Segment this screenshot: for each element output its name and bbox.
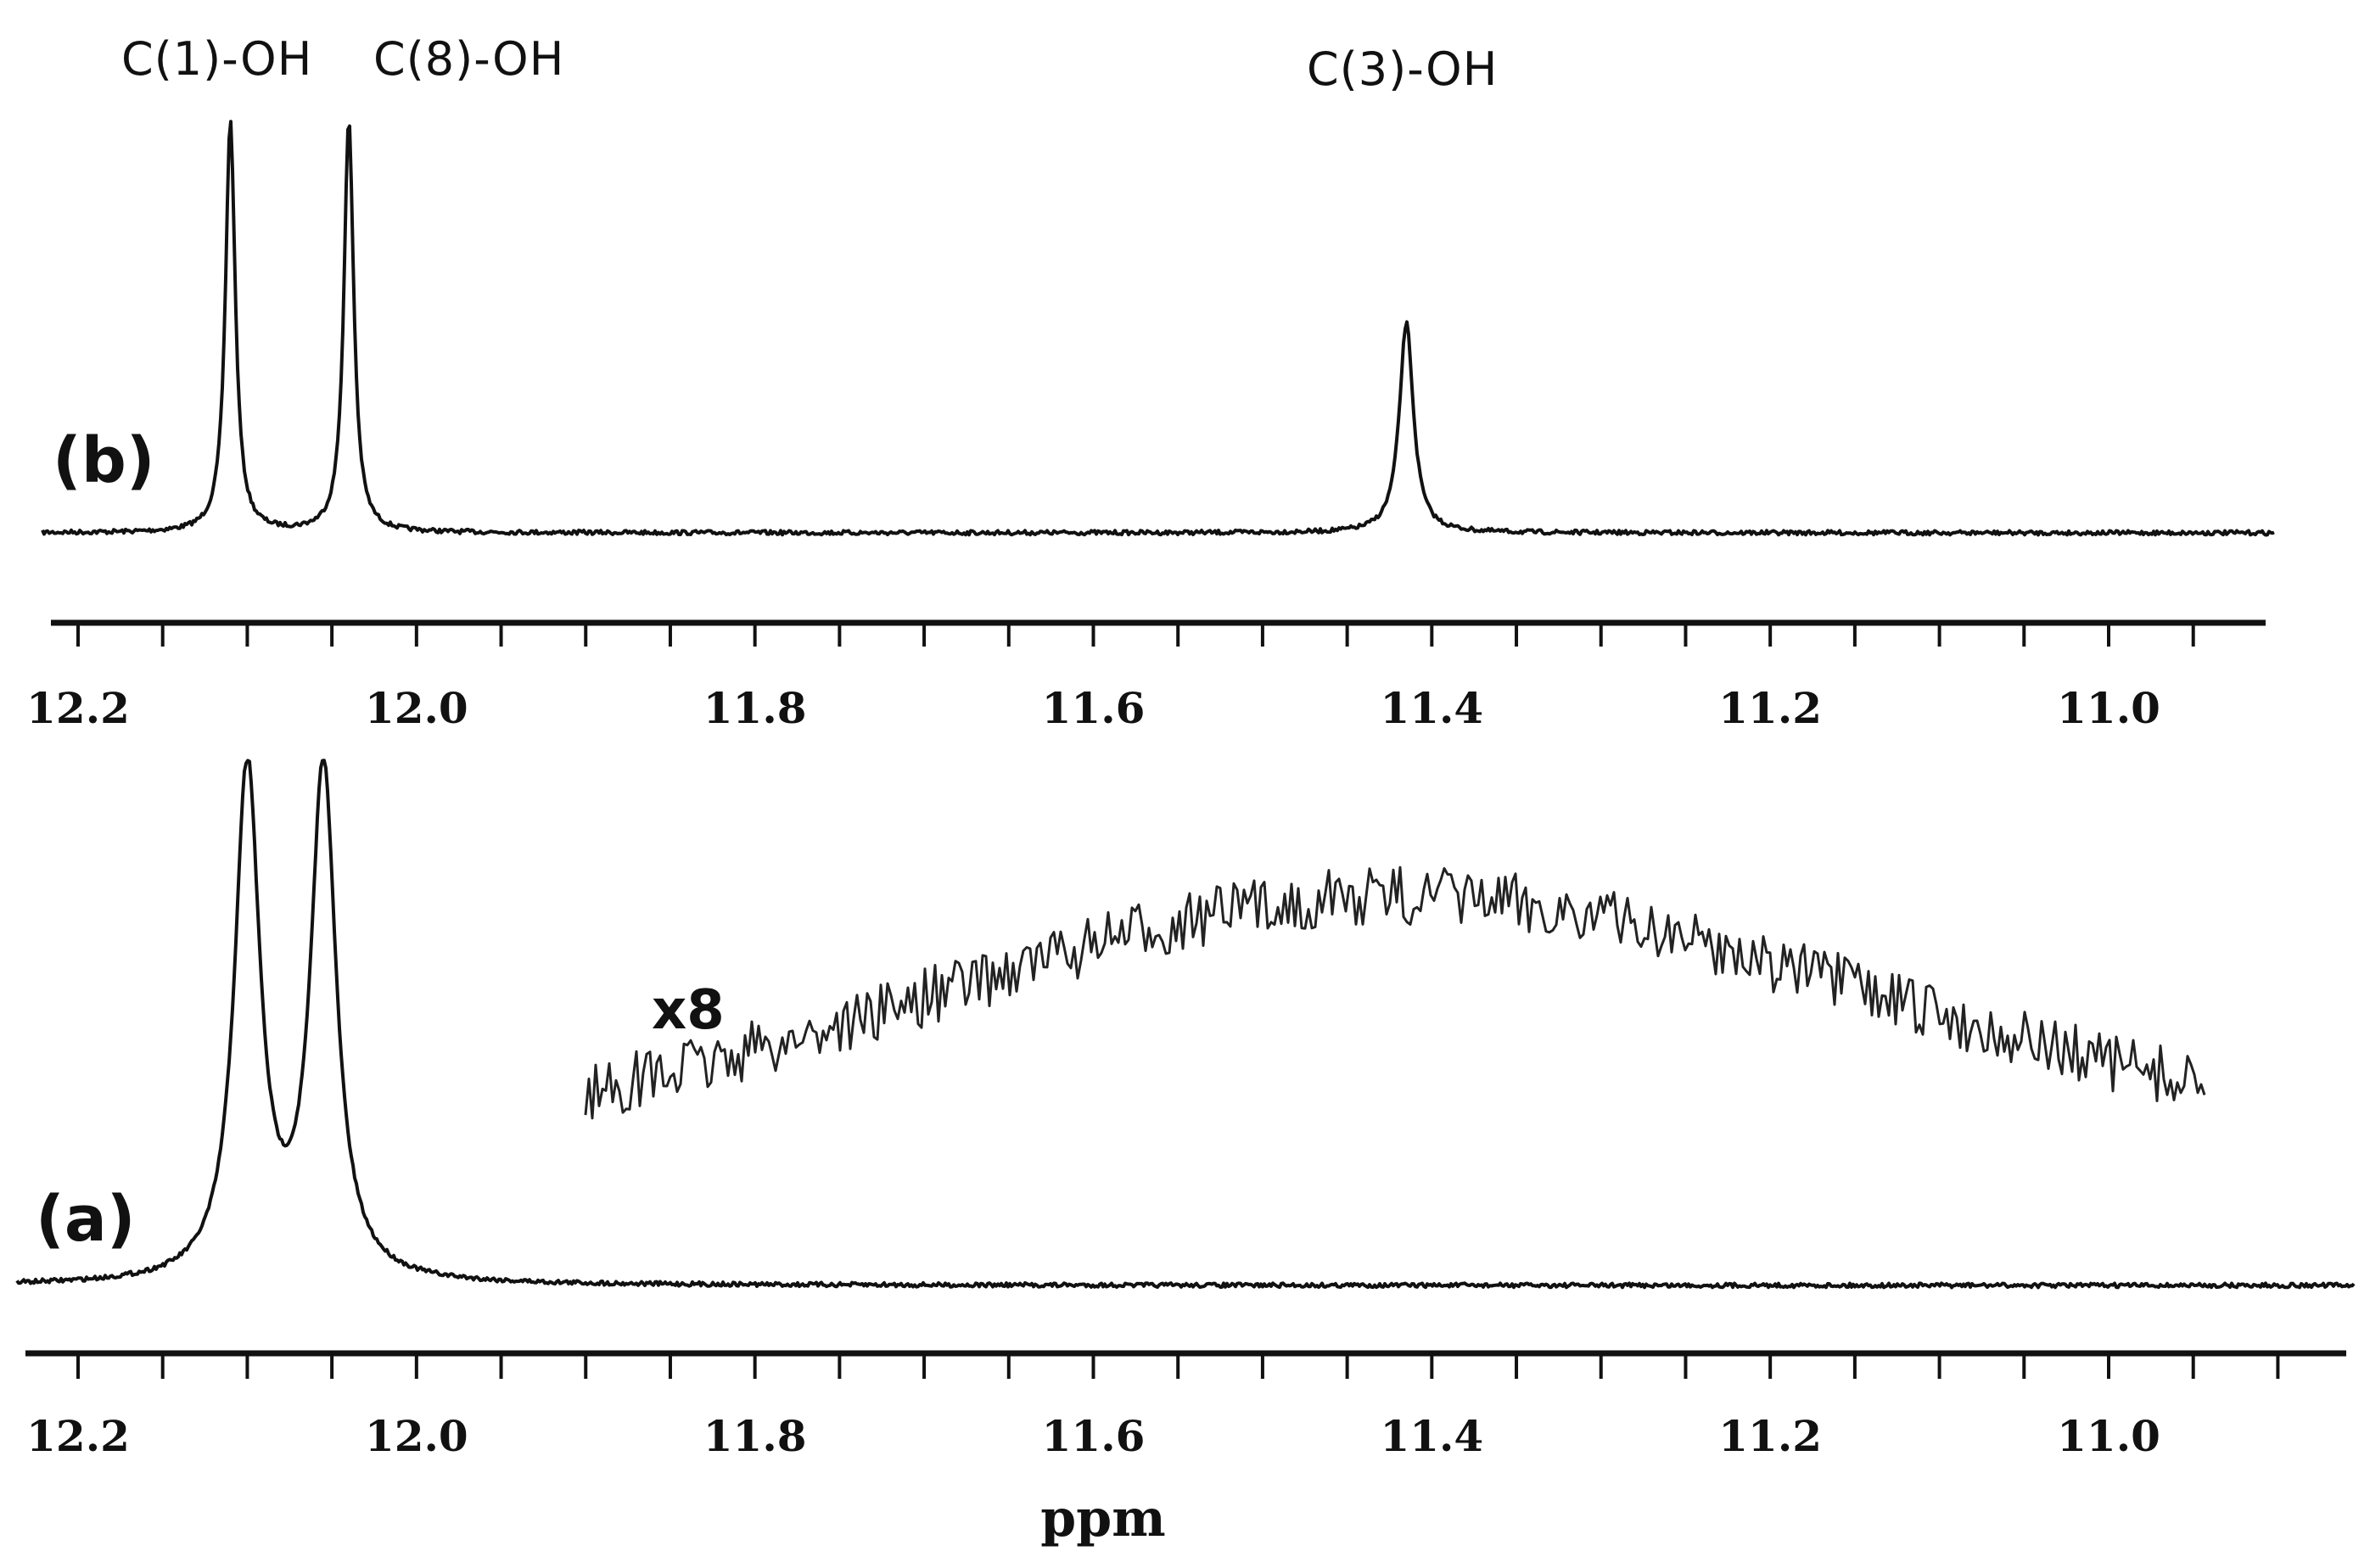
axis-b-ticks [76,623,2195,647]
spectrum-b-trace [41,120,2275,537]
x-tick-label: 11.8 [703,1411,807,1461]
x-tick-label: 12.0 [365,683,468,733]
panel-a: (a) x8 12.2 12.0 11.8 11.6 11.4 11.2 11.0 ppm [15,759,2356,1548]
inset-multiplier-label: x8 [652,979,725,1042]
spectrum-a-trace [15,759,2356,1290]
x-tick-label: 11.4 [1380,1411,1483,1461]
x-axis-title: ppm [1040,1489,1165,1548]
axis-a-ticks [76,1353,2280,1379]
x-tick-label: 11.2 [1718,683,1822,733]
x-tick-label: 11.2 [1718,1411,1822,1461]
x-tick-label: 12.2 [26,683,130,733]
axis-b-tick-labels: 12.2 12.0 11.8 11.6 11.4 11.2 11.0 [26,683,2160,733]
spectrum-a-x8-inset-trace [584,865,2206,1120]
x-tick-label: 11.0 [2057,683,2160,733]
x-tick-label: 11.0 [2057,1411,2160,1461]
panel-b-label: (b) [53,424,155,497]
peak-label-c1-oh: C(1)-OH [121,32,312,86]
x-tick-label: 11.4 [1380,683,1483,733]
x-tick-label: 11.6 [1042,1411,1146,1461]
peak-label-c3-oh: C(3)-OH [1307,42,1498,96]
peak-label-c8-oh: C(8)-OH [373,32,564,86]
panel-a-label: (a) [36,1183,136,1256]
x-tick-label: 12.2 [26,1411,130,1461]
axis-a-tick-labels: 12.2 12.0 11.8 11.6 11.4 11.2 11.0 [26,1411,2160,1461]
panel-b: (b) 12.2 12.0 11.8 11.6 11.4 11.2 11.0 C(1)-OH… [26,32,2275,733]
x-tick-label: 11.8 [703,683,807,733]
x-tick-label: 12.0 [365,1411,468,1461]
x-tick-label: 11.6 [1042,683,1146,733]
